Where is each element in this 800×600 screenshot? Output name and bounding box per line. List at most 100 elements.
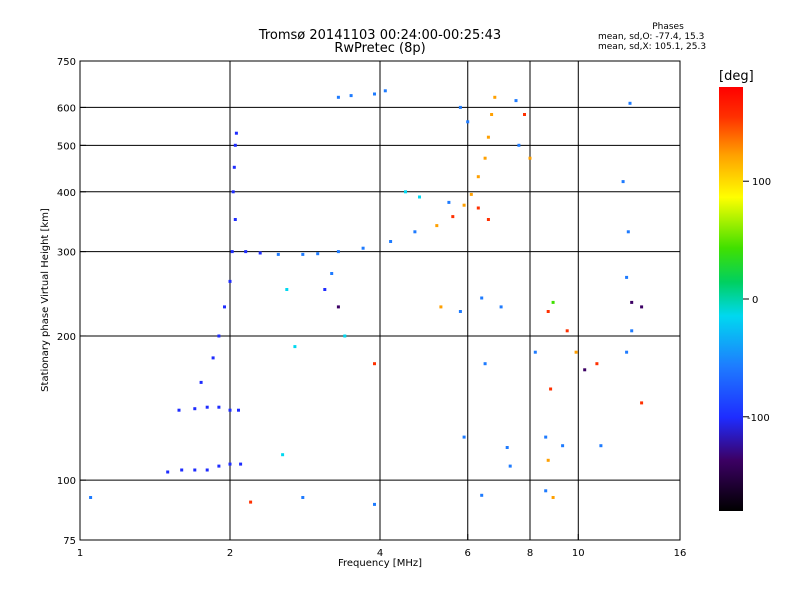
x-tick-label-3: 6 bbox=[465, 548, 471, 559]
data-point-31 bbox=[336, 250, 340, 254]
data-point-39 bbox=[476, 175, 480, 179]
data-point-79 bbox=[640, 305, 644, 309]
colorbar-ticks: 100 0 -100 bbox=[743, 177, 771, 424]
data-point-18 bbox=[223, 305, 226, 309]
x-tick-label-6: 16 bbox=[674, 548, 687, 559]
data-point-52 bbox=[373, 92, 376, 96]
data-point-32 bbox=[361, 246, 365, 250]
data-point-25 bbox=[234, 131, 238, 135]
data-point-33 bbox=[389, 240, 393, 243]
phase-colorbar bbox=[719, 87, 743, 511]
data-point-11 bbox=[205, 405, 209, 409]
data-point-35 bbox=[435, 224, 439, 228]
data-point-17 bbox=[217, 334, 221, 338]
data-point-28 bbox=[276, 252, 280, 256]
y-tick-label-7: 750 bbox=[57, 57, 76, 68]
data-point-83 bbox=[628, 101, 632, 105]
y-tick-label-6: 600 bbox=[57, 103, 76, 114]
data-point-60 bbox=[523, 113, 526, 116]
data-point-12 bbox=[217, 405, 221, 409]
data-point-67 bbox=[476, 206, 480, 210]
y-tick-label-2: 200 bbox=[57, 332, 76, 343]
data-point-49 bbox=[293, 345, 297, 349]
data-point-50 bbox=[336, 95, 340, 99]
data-point-38 bbox=[469, 192, 473, 196]
data-point-53 bbox=[383, 89, 387, 93]
data-point-77 bbox=[595, 362, 599, 366]
y-tick-label-3: 300 bbox=[57, 248, 76, 259]
data-point-76 bbox=[583, 368, 587, 372]
data-point-3 bbox=[193, 468, 197, 472]
chart-title: Tromsø 20141103 00:24:00-00:25:43 bbox=[258, 28, 502, 43]
x-tick-label-0: 1 bbox=[77, 548, 83, 559]
data-point-93 bbox=[480, 493, 484, 497]
data-point-58 bbox=[466, 120, 470, 124]
data-point-80 bbox=[625, 275, 629, 279]
grid-lines bbox=[80, 61, 680, 540]
data-point-0 bbox=[89, 496, 93, 499]
data-points bbox=[89, 89, 644, 506]
data-point-47 bbox=[343, 334, 347, 338]
data-point-16 bbox=[211, 356, 215, 360]
x-axis-label: Frequency [MHz] bbox=[338, 558, 422, 569]
data-point-42 bbox=[490, 113, 494, 116]
data-point-99 bbox=[625, 350, 629, 354]
phase-stats-o-mode: mean, sd,O: -77.4, 15.3 bbox=[598, 32, 705, 42]
data-point-81 bbox=[626, 230, 630, 234]
data-point-63 bbox=[439, 305, 443, 309]
data-point-59 bbox=[514, 99, 518, 103]
data-point-87 bbox=[462, 435, 466, 439]
data-point-84 bbox=[561, 444, 565, 448]
colorbar-tick-label-0: 100 bbox=[752, 177, 771, 188]
data-point-72 bbox=[574, 350, 578, 354]
data-point-54 bbox=[404, 190, 407, 194]
data-point-90 bbox=[544, 489, 548, 493]
x-tick-label-5: 10 bbox=[572, 548, 585, 559]
data-point-57 bbox=[458, 105, 462, 109]
data-point-86 bbox=[505, 446, 509, 449]
data-point-22 bbox=[231, 190, 235, 194]
data-point-27 bbox=[258, 251, 262, 255]
x-tick-label-4: 8 bbox=[527, 548, 533, 559]
data-point-92 bbox=[508, 464, 512, 468]
data-point-20 bbox=[230, 250, 234, 254]
y-tick-label-1: 100 bbox=[57, 476, 76, 487]
data-point-94 bbox=[301, 496, 305, 499]
data-point-4 bbox=[205, 468, 209, 472]
data-point-15 bbox=[199, 380, 203, 384]
data-point-95 bbox=[249, 500, 253, 504]
data-point-71 bbox=[565, 329, 569, 333]
data-point-2 bbox=[180, 468, 184, 472]
data-point-37 bbox=[462, 203, 466, 207]
colorbar-unit-label: [deg] bbox=[719, 69, 754, 84]
data-point-44 bbox=[323, 288, 327, 291]
colorbar-tick-label-1: 0 bbox=[752, 295, 758, 306]
data-point-69 bbox=[546, 310, 550, 313]
data-point-6 bbox=[228, 462, 232, 466]
x-tick-label-1: 2 bbox=[227, 548, 233, 559]
data-point-89 bbox=[546, 458, 550, 462]
data-point-51 bbox=[349, 94, 353, 98]
data-point-19 bbox=[228, 279, 232, 283]
data-point-43 bbox=[493, 95, 497, 99]
phase-stats-panel: Phases mean, sd,O: -77.4, 15.3 mean, sd,… bbox=[598, 22, 738, 52]
data-point-40 bbox=[483, 156, 487, 160]
data-point-46 bbox=[336, 305, 340, 309]
data-point-41 bbox=[486, 135, 490, 139]
y-tick-label-0: 75 bbox=[63, 536, 76, 547]
data-point-70 bbox=[551, 300, 555, 304]
data-point-65 bbox=[480, 296, 484, 300]
data-point-74 bbox=[533, 350, 537, 354]
y-axis-label: Stationary phase Virtual Height [km] bbox=[40, 208, 51, 392]
data-point-36 bbox=[451, 215, 455, 219]
y-tick-label-5: 500 bbox=[57, 141, 76, 152]
data-point-34 bbox=[413, 230, 417, 234]
data-point-66 bbox=[499, 305, 503, 309]
data-point-45 bbox=[330, 272, 334, 275]
data-point-14 bbox=[237, 408, 240, 412]
data-point-23 bbox=[232, 165, 236, 169]
data-point-85 bbox=[544, 435, 548, 439]
y-tick-label-4: 400 bbox=[57, 188, 76, 199]
x-axis-ticks: 1 2 4 6 8 10 16 bbox=[77, 534, 687, 559]
data-point-29 bbox=[301, 252, 305, 256]
